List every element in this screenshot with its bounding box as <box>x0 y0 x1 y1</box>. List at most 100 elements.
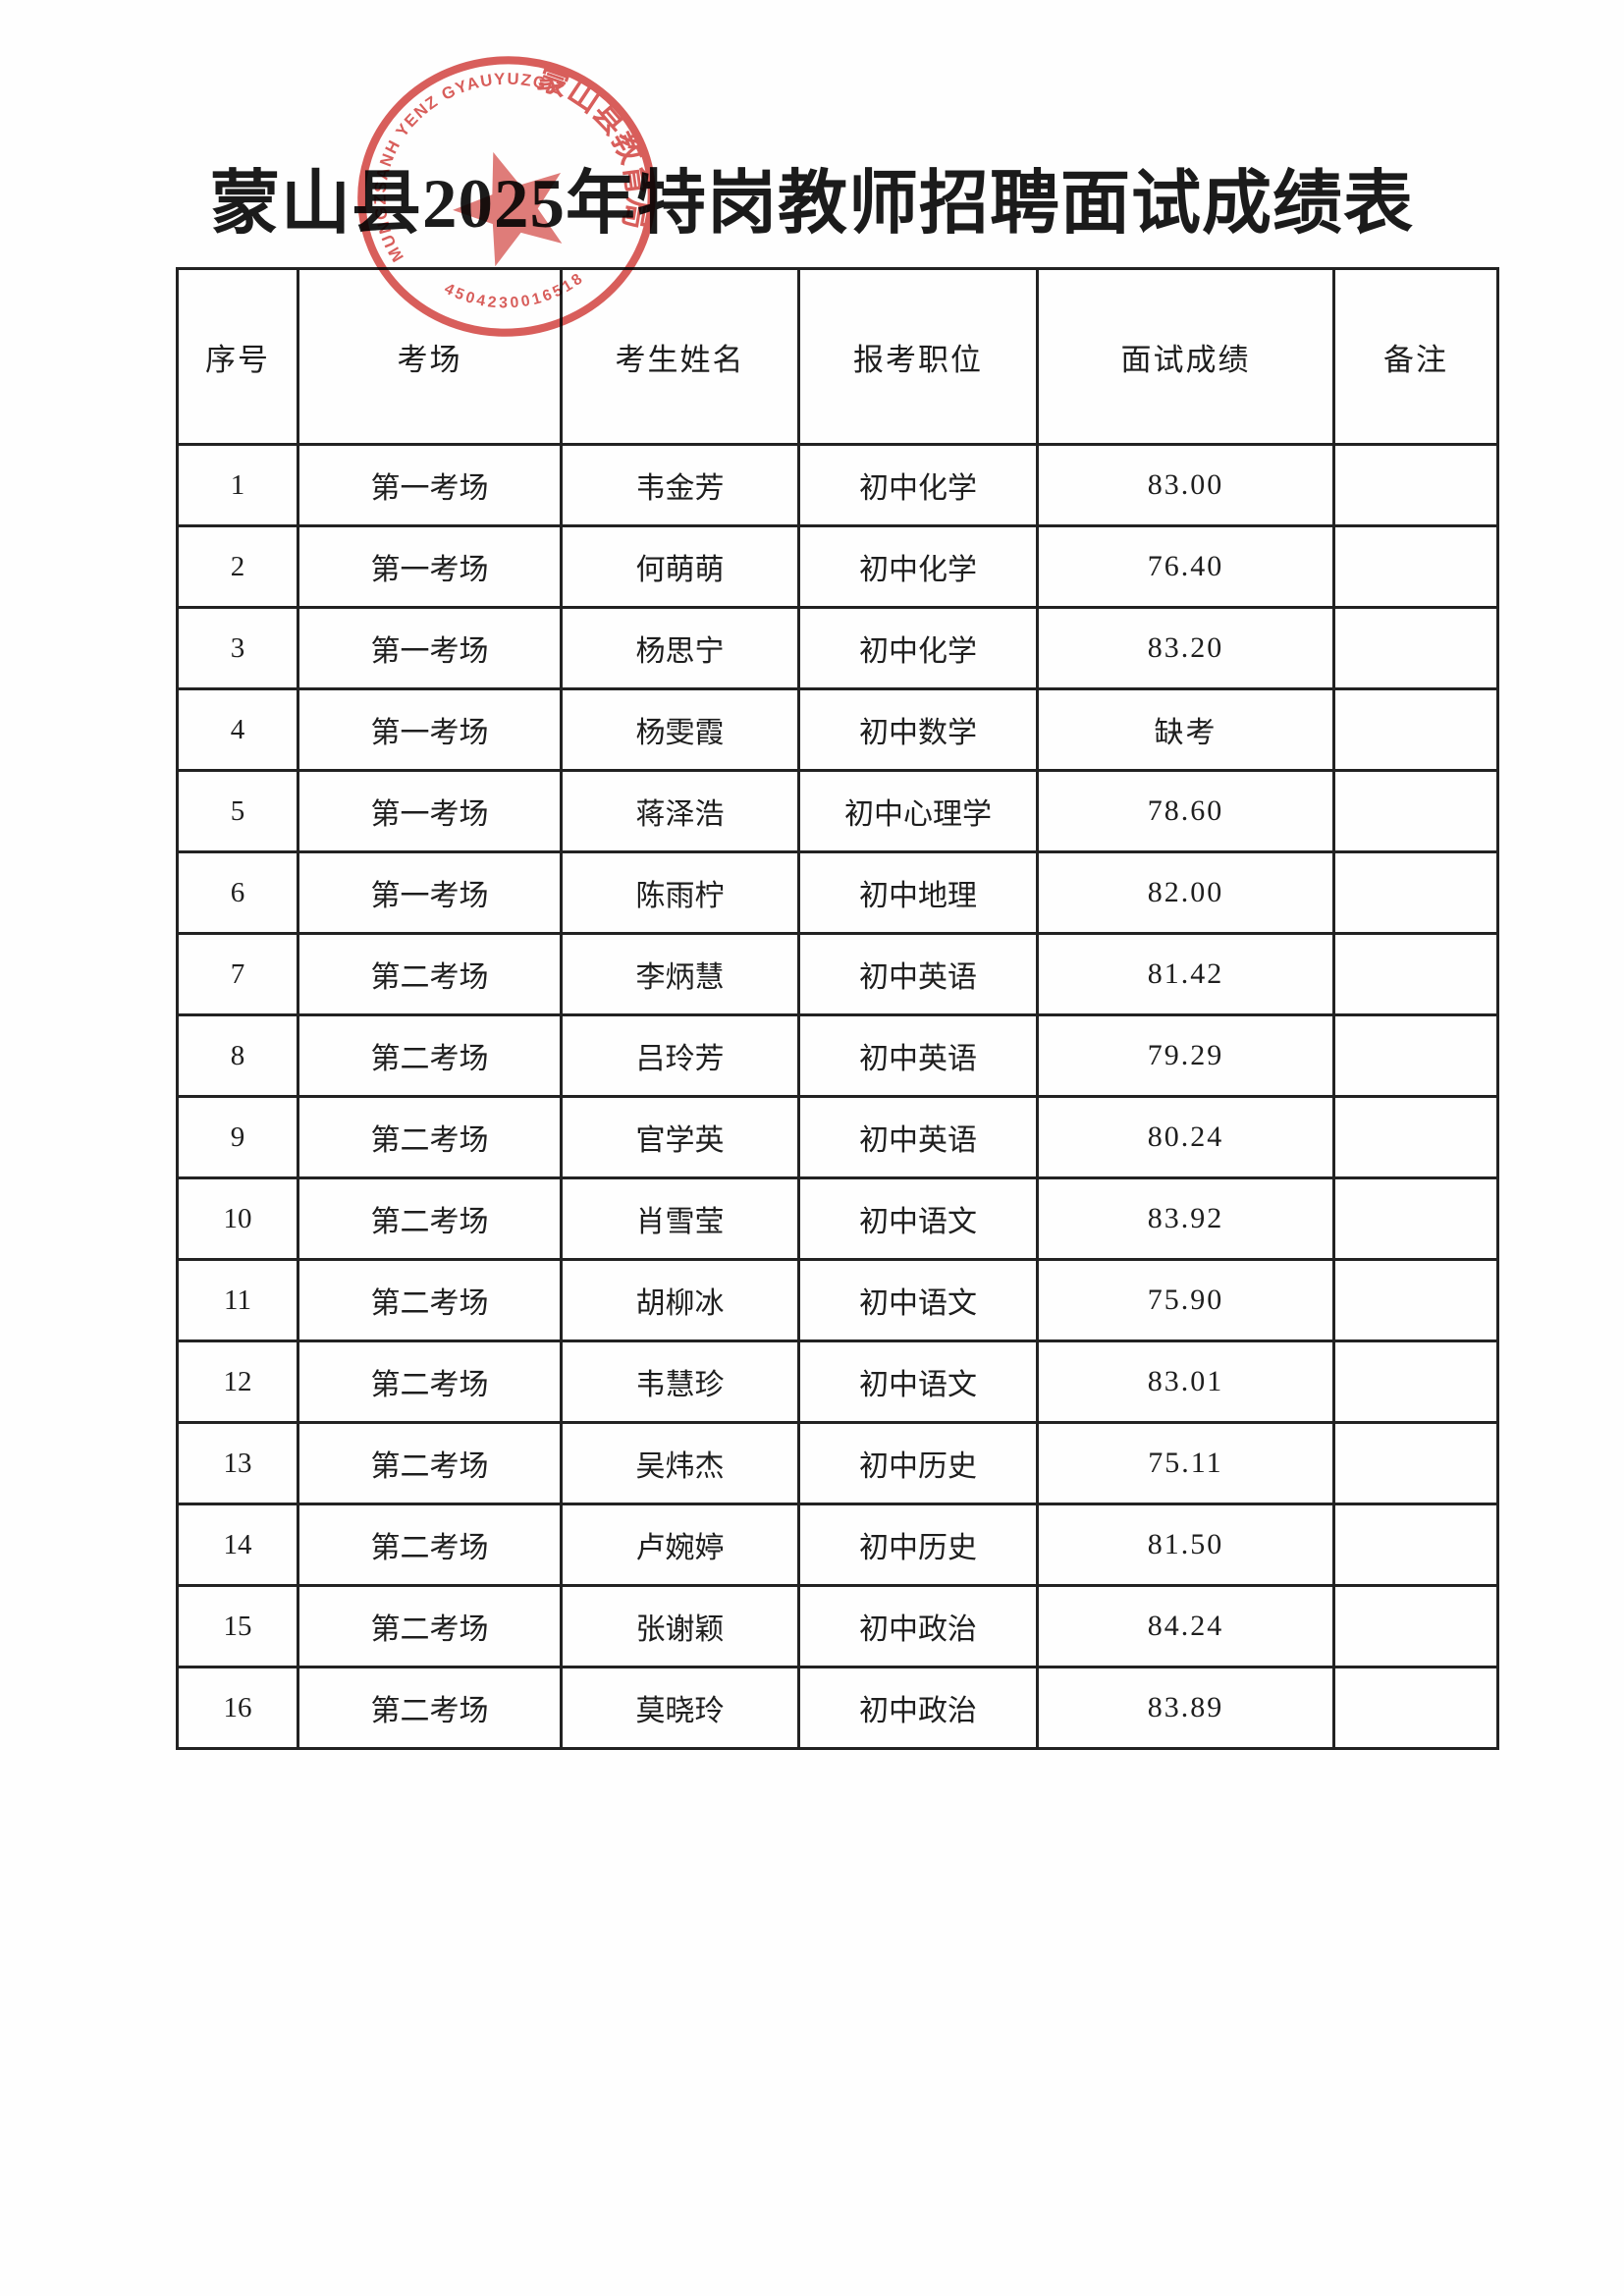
cell-room: 第二考场 <box>297 1503 563 1587</box>
cell-room: 第一考场 <box>297 606 563 690</box>
cell-no: 3 <box>176 606 299 690</box>
table-row: 9 第二考场 官学英 初中英语 80.24 <box>176 1095 1499 1179</box>
cell-no: 9 <box>176 1095 299 1179</box>
table-row: 11 第二考场 胡柳冰 初中语文 75.90 <box>176 1258 1499 1342</box>
cell-position: 初中政治 <box>797 1584 1039 1668</box>
cell-room: 第二考场 <box>297 1095 563 1179</box>
cell-position: 初中语文 <box>797 1176 1039 1261</box>
cell-score: 79.29 <box>1036 1013 1335 1098</box>
cell-position: 初中化学 <box>797 524 1039 609</box>
cell-room: 第二考场 <box>297 1258 563 1342</box>
score-table: 序号 考场 考生姓名 报考职位 面试成绩 备注 1 第一考场 韦金芳 初中化学 … <box>176 267 1499 1750</box>
cell-room: 第二考场 <box>297 1176 563 1261</box>
cell-name: 蒋泽浩 <box>560 769 800 853</box>
cell-position: 初中地理 <box>797 850 1039 935</box>
cell-name: 张谢颖 <box>560 1584 800 1668</box>
cell-score: 83.00 <box>1036 443 1335 527</box>
cell-score: 75.11 <box>1036 1421 1335 1505</box>
cell-room: 第二考场 <box>297 1013 563 1098</box>
header-name: 考生姓名 <box>560 267 800 446</box>
cell-name: 卢婉婷 <box>560 1503 800 1587</box>
cell-position: 初中历史 <box>797 1421 1039 1505</box>
cell-position: 初中数学 <box>797 687 1039 772</box>
cell-name: 李炳慧 <box>560 932 800 1016</box>
cell-position: 初中英语 <box>797 1095 1039 1179</box>
cell-position: 初中心理学 <box>797 769 1039 853</box>
cell-no: 14 <box>176 1503 299 1587</box>
cell-room: 第一考场 <box>297 769 563 853</box>
cell-remark <box>1332 850 1499 935</box>
cell-position: 初中化学 <box>797 443 1039 527</box>
header-score: 面试成绩 <box>1036 267 1335 446</box>
cell-no: 12 <box>176 1339 299 1424</box>
table-row: 10 第二考场 肖雪莹 初中语文 83.92 <box>176 1176 1499 1261</box>
cell-remark <box>1332 769 1499 853</box>
cell-position: 初中化学 <box>797 606 1039 690</box>
cell-remark <box>1332 606 1499 690</box>
cell-no: 15 <box>176 1584 299 1668</box>
table-row: 2 第一考场 何萌萌 初中化学 76.40 <box>176 524 1499 609</box>
header-room: 考场 <box>297 267 563 446</box>
cell-no: 1 <box>176 443 299 527</box>
cell-remark <box>1332 1176 1499 1261</box>
table-row: 1 第一考场 韦金芳 初中化学 83.00 <box>176 443 1499 527</box>
cell-no: 5 <box>176 769 299 853</box>
cell-room: 第一考场 <box>297 687 563 772</box>
table-row: 6 第一考场 陈雨柠 初中地理 82.00 <box>176 850 1499 935</box>
cell-room: 第二考场 <box>297 932 563 1016</box>
cell-remark <box>1332 1584 1499 1668</box>
table-row: 8 第二考场 吕玲芳 初中英语 79.29 <box>176 1013 1499 1098</box>
cell-no: 8 <box>176 1013 299 1098</box>
cell-no: 4 <box>176 687 299 772</box>
cell-name: 吴炜杰 <box>560 1421 800 1505</box>
cell-position: 初中英语 <box>797 932 1039 1016</box>
cell-room: 第一考场 <box>297 850 563 935</box>
cell-name: 吕玲芳 <box>560 1013 800 1098</box>
table-row: 7 第二考场 李炳慧 初中英语 81.42 <box>176 932 1499 1016</box>
cell-no: 2 <box>176 524 299 609</box>
cell-score: 83.92 <box>1036 1176 1335 1261</box>
table-header: 序号 考场 考生姓名 报考职位 面试成绩 备注 <box>176 267 1499 446</box>
table-row: 16 第二考场 莫晓玲 初中政治 83.89 <box>176 1666 1499 1750</box>
cell-name: 杨思宁 <box>560 606 800 690</box>
cell-name: 杨雯霞 <box>560 687 800 772</box>
cell-score: 81.50 <box>1036 1503 1335 1587</box>
header-row: 序号 考场 考生姓名 报考职位 面试成绩 备注 <box>176 267 1499 446</box>
cell-score: 83.89 <box>1036 1666 1335 1750</box>
cell-score: 75.90 <box>1036 1258 1335 1342</box>
cell-position: 初中英语 <box>797 1013 1039 1098</box>
cell-position: 初中语文 <box>797 1258 1039 1342</box>
cell-position: 初中历史 <box>797 1503 1039 1587</box>
cell-score: 81.42 <box>1036 932 1335 1016</box>
cell-name: 胡柳冰 <box>560 1258 800 1342</box>
cell-room: 第二考场 <box>297 1666 563 1750</box>
document-title: 蒙山县2025年特岗教师招聘面试成绩表 <box>209 166 1414 243</box>
cell-no: 6 <box>176 850 299 935</box>
cell-no: 13 <box>176 1421 299 1505</box>
cell-remark <box>1332 1258 1499 1342</box>
cell-remark <box>1332 1503 1499 1587</box>
cell-remark <box>1332 1013 1499 1098</box>
cell-position: 初中语文 <box>797 1339 1039 1424</box>
cell-remark <box>1332 1421 1499 1505</box>
table-row: 15 第二考场 张谢颖 初中政治 84.24 <box>176 1584 1499 1668</box>
cell-remark <box>1332 687 1499 772</box>
cell-name: 官学英 <box>560 1095 800 1179</box>
cell-position: 初中政治 <box>797 1666 1039 1750</box>
cell-room: 第二考场 <box>297 1421 563 1505</box>
cell-remark <box>1332 443 1499 527</box>
cell-name: 陈雨柠 <box>560 850 800 935</box>
table-row: 3 第一考场 杨思宁 初中化学 83.20 <box>176 606 1499 690</box>
cell-score: 缺考 <box>1036 687 1335 772</box>
cell-no: 16 <box>176 1666 299 1750</box>
header-remark: 备注 <box>1332 267 1499 446</box>
cell-room: 第一考场 <box>297 443 563 527</box>
header-no: 序号 <box>176 267 299 446</box>
cell-remark <box>1332 1666 1499 1750</box>
cell-score: 76.40 <box>1036 524 1335 609</box>
cell-name: 肖雪莹 <box>560 1176 800 1261</box>
cell-score: 84.24 <box>1036 1584 1335 1668</box>
cell-room: 第二考场 <box>297 1339 563 1424</box>
cell-no: 11 <box>176 1258 299 1342</box>
